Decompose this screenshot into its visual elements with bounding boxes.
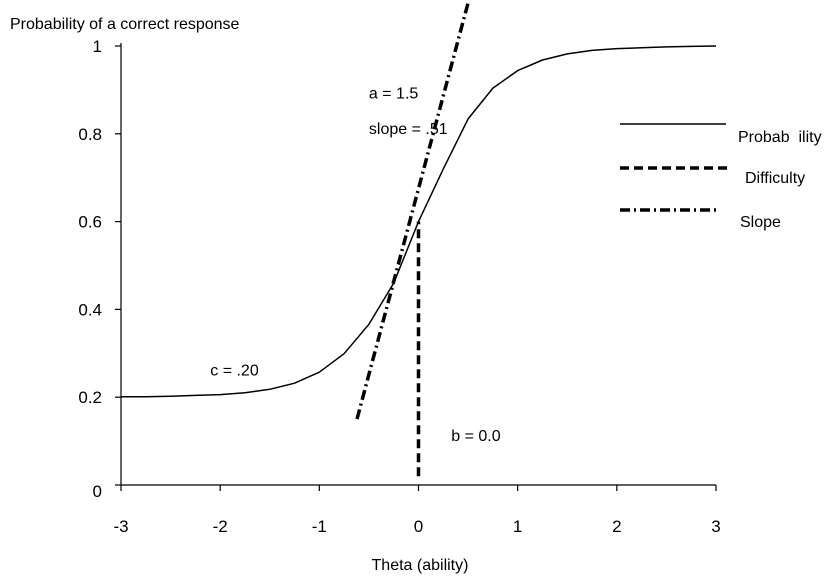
y-tick-label: 0.4 bbox=[78, 300, 102, 319]
legend-label: Slope bbox=[740, 214, 781, 231]
series-line-solid bbox=[121, 45, 717, 398]
y-tick-label: 0 bbox=[93, 482, 102, 501]
y-axis-title: Probability of a correct response bbox=[10, 16, 240, 33]
x-tick-label: -3 bbox=[113, 517, 128, 536]
annotation-label: a = 1.5 bbox=[369, 86, 418, 103]
annotation-label: slope = .51 bbox=[369, 121, 448, 138]
legend-label: Probab ility bbox=[738, 129, 822, 146]
x-axis-title: Theta (ability) bbox=[372, 557, 469, 574]
y-ticks: 0 0.2 0.4 0.6 0.8 1 bbox=[78, 37, 121, 501]
annotation-layer: a = 1.5 slope = .51 c = .20 b = 0.0 bbox=[210, 86, 500, 445]
y-tick-label: 0.6 bbox=[78, 213, 102, 232]
x-ticks: -3 -2 -1 0 1 2 3 bbox=[113, 485, 721, 536]
annotation-label: b = 0.0 bbox=[451, 428, 500, 445]
x-tick-label: -2 bbox=[213, 517, 228, 536]
x-tick-label: 0 bbox=[414, 517, 423, 536]
x-tick-label: 2 bbox=[612, 517, 621, 536]
y-tick-label: 0.8 bbox=[78, 125, 102, 144]
x-tick-label: 1 bbox=[513, 517, 522, 536]
legend: Probab ility Difficulty Slope bbox=[620, 123, 822, 231]
series-layer bbox=[121, 0, 717, 477]
x-tick-label: -1 bbox=[312, 517, 327, 536]
y-tick-label: 1 bbox=[93, 37, 102, 56]
legend-label: Difficulty bbox=[745, 170, 805, 187]
annotation-label: c = .20 bbox=[210, 362, 259, 379]
y-tick-label: 0.2 bbox=[78, 388, 102, 407]
x-tick-label: 3 bbox=[711, 517, 720, 536]
